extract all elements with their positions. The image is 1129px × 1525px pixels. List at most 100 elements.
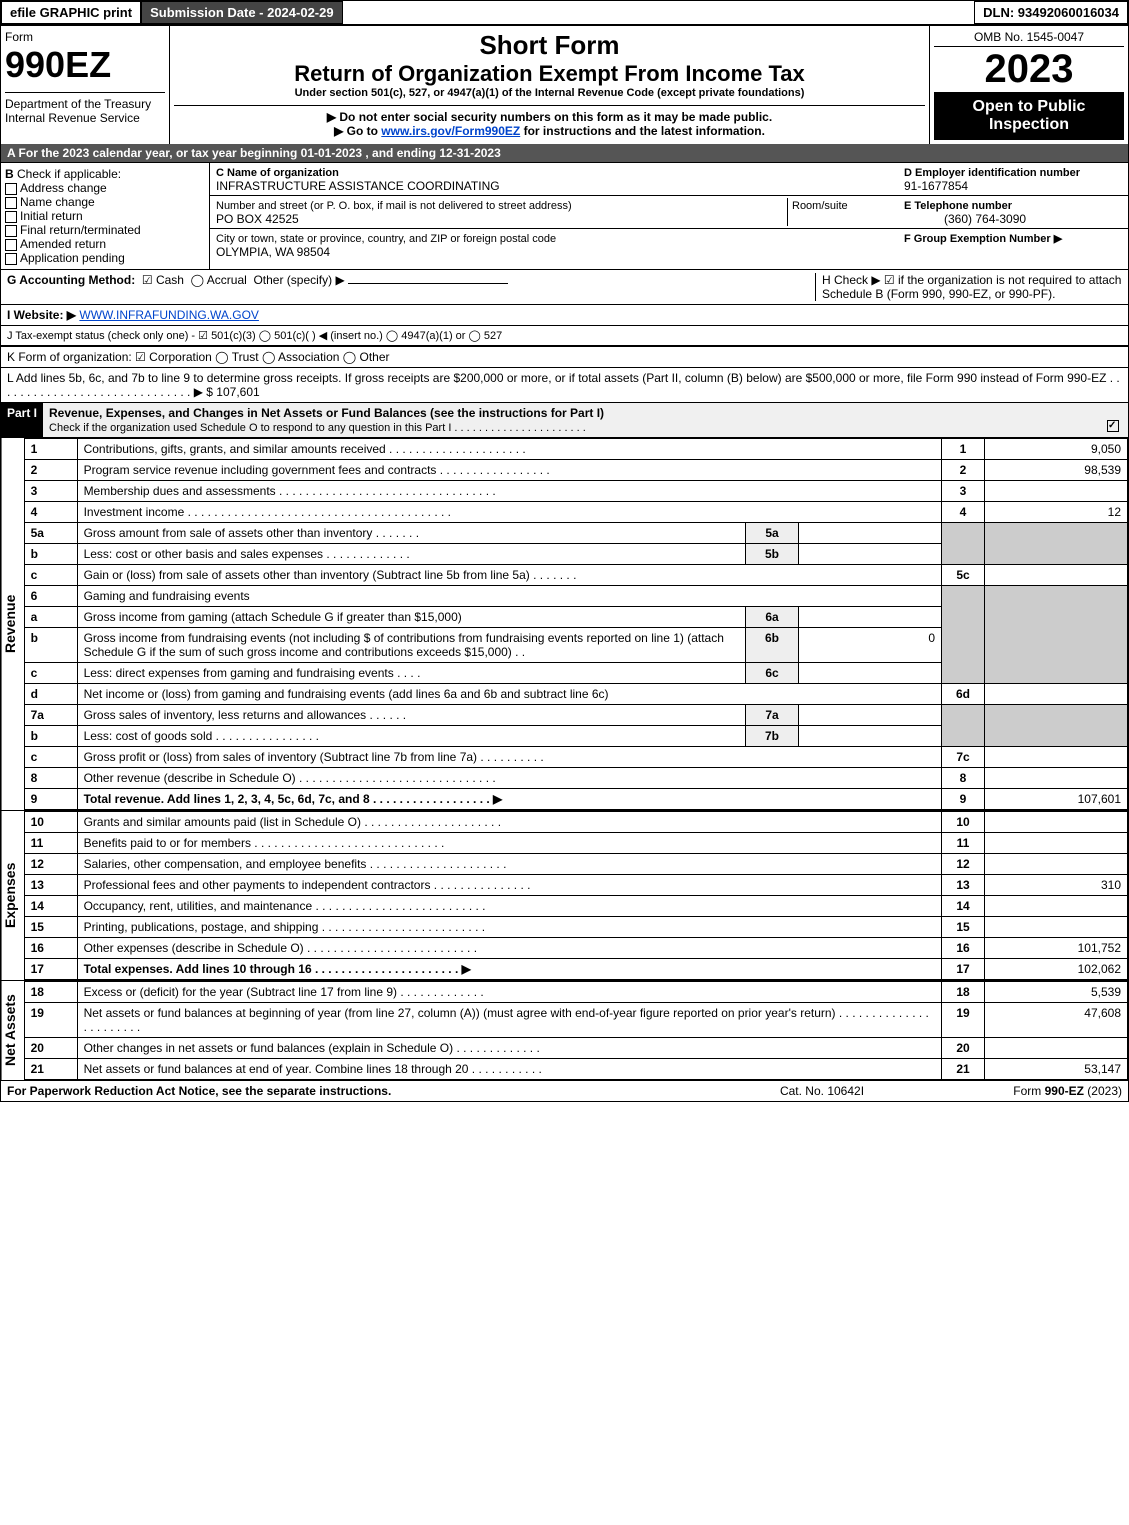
line-3: 3 Membership dues and assessments . . . … <box>24 481 1127 502</box>
line-5a: 5a Gross amount from sale of assets othe… <box>24 523 1127 544</box>
checkbox-final-return[interactable] <box>5 225 17 237</box>
section-i: I Website: ▶ WWW.INFRAFUNDING.WA.GOV <box>1 304 1128 325</box>
line-14: 14 Occupancy, rent, utilities, and maint… <box>24 896 1127 917</box>
check-if-label: Check if applicable: <box>17 167 121 181</box>
form-footer-id: Form 990-EZ (2023) <box>922 1084 1122 1098</box>
checkbox-initial-return[interactable] <box>5 211 17 223</box>
street-label: Number and street (or P. O. box, if mail… <box>216 200 572 212</box>
phone-value: (360) 764-3090 <box>904 212 1026 226</box>
instructions-link-line: ▶ Go to www.irs.gov/Form990EZ for instru… <box>174 124 925 138</box>
i-website-label: I Website: ▶ <box>7 308 76 322</box>
part-1-subtitle: Check if the organization used Schedule … <box>49 422 586 434</box>
line-11: 11 Benefits paid to or for members . . .… <box>24 833 1127 854</box>
section-b-identity: B Check if applicable: Address change Na… <box>1 162 1128 269</box>
label-address-change: Address change <box>20 181 107 195</box>
line-2: 2 Program service revenue including gove… <box>24 460 1127 481</box>
line-4: 4 Investment income . . . . . . . . . . … <box>24 502 1127 523</box>
section-a-tax-year: A For the 2023 calendar year, or tax yea… <box>1 144 1128 162</box>
d-ein-label: D Employer identification number <box>904 167 1080 179</box>
line-20: 20 Other changes in net assets or fund b… <box>24 1038 1127 1059</box>
f-group-exemption-label: F Group Exemption Number ▶ <box>904 233 1062 245</box>
net-assets-vlabel: Net Assets <box>1 981 24 1080</box>
g-other-blank[interactable] <box>348 283 508 284</box>
section-g: G Accounting Method: ☑ Cash ◯ Accrual Ot… <box>7 273 815 301</box>
subtitle-code-section: Under section 501(c), 527, or 4947(a)(1)… <box>174 87 925 99</box>
line-1-code: 1 <box>942 439 985 460</box>
line-1-text: Contributions, gifts, grants, and simila… <box>77 439 941 460</box>
label-app-pending: Application pending <box>20 251 125 265</box>
catalog-number: Cat. No. 10642I <box>722 1084 922 1098</box>
city-value: OLYMPIA, WA 98504 <box>216 245 330 259</box>
line-15: 15 Printing, publications, postage, and … <box>24 917 1127 938</box>
title-return-exempt: Return of Organization Exempt From Incom… <box>174 61 925 87</box>
line-19: 19 Net assets or fund balances at beginn… <box>24 1003 1127 1038</box>
line-9: 9 Total revenue. Add lines 1, 2, 3, 4, 5… <box>24 789 1127 810</box>
section-g-h: G Accounting Method: ☑ Cash ◯ Accrual Ot… <box>1 269 1128 304</box>
website-link[interactable]: WWW.INFRAFUNDING.WA.GOV <box>79 308 259 322</box>
checkbox-address-change[interactable] <box>5 183 17 195</box>
section-k: K Form of organization: ☑ Corporation ◯ … <box>1 345 1128 367</box>
page-footer: For Paperwork Reduction Act Notice, see … <box>1 1080 1128 1101</box>
checkbox-name-change[interactable] <box>5 197 17 209</box>
expenses-table: 10 Grants and similar amounts paid (list… <box>24 811 1128 980</box>
city-label: City or town, state or province, country… <box>216 233 556 245</box>
paperwork-notice: For Paperwork Reduction Act Notice, see … <box>7 1084 722 1098</box>
g-label: G Accounting Method: <box>7 273 135 287</box>
title-short-form: Short Form <box>174 30 925 61</box>
b-label: B <box>5 167 14 181</box>
line-16: 16 Other expenses (describe in Schedule … <box>24 938 1127 959</box>
line-1: 1 Contributions, gifts, grants, and simi… <box>24 439 1127 460</box>
check-if-applicable: B Check if applicable: Address change Na… <box>1 163 210 269</box>
revenue-vlabel: Revenue <box>1 438 24 810</box>
irs-link[interactable]: www.irs.gov/Form990EZ <box>381 124 520 138</box>
l-amount: 107,601 <box>216 385 259 399</box>
revenue-section: Revenue 1 Contributions, gifts, grants, … <box>1 437 1128 810</box>
line-6d: d Net income or (loss) from gaming and f… <box>24 684 1127 705</box>
expenses-vlabel: Expenses <box>1 811 24 980</box>
label-name-change: Name change <box>20 195 95 209</box>
line-10: 10 Grants and similar amounts paid (list… <box>24 812 1127 833</box>
net-assets-table: 18 Excess or (deficit) for the year (Sub… <box>24 981 1128 1080</box>
label-final-return: Final return/terminated <box>20 223 141 237</box>
line-1-num: 1 <box>24 439 77 460</box>
label-amended: Amended return <box>20 237 106 251</box>
dln-label: DLN: 93492060016034 <box>974 1 1128 24</box>
revenue-table: 1 Contributions, gifts, grants, and simi… <box>24 438 1128 810</box>
header-left: Form 990EZ Department of the Treasury In… <box>1 26 170 144</box>
c-name-label: C Name of organization <box>216 167 339 179</box>
header-center: Short Form Return of Organization Exempt… <box>170 26 930 144</box>
org-info: C Name of organization INFRASTRUCTURE AS… <box>210 163 898 269</box>
street-value: PO BOX 42525 <box>216 212 299 226</box>
efile-print-button[interactable]: efile GRAPHIC print <box>1 1 141 24</box>
checkbox-amended[interactable] <box>5 239 17 251</box>
label-initial-return: Initial return <box>20 209 83 223</box>
g-cash: Cash <box>156 273 184 287</box>
form-number: 990EZ <box>5 44 165 86</box>
part-1-title: Revenue, Expenses, and Changes in Net As… <box>49 406 604 420</box>
omb-number: OMB No. 1545-0047 <box>934 30 1124 47</box>
line-5c: c Gain or (loss) from sale of assets oth… <box>24 565 1127 586</box>
line-13: 13 Professional fees and other payments … <box>24 875 1127 896</box>
line-17: 17 Total expenses. Add lines 10 through … <box>24 959 1127 980</box>
line-21: 21 Net assets or fund balances at end of… <box>24 1059 1127 1080</box>
section-h: H Check ▶ ☑ if the organization is not r… <box>815 273 1122 301</box>
room-label: Room/suite <box>792 200 848 212</box>
line-6: 6 Gaming and fundraising events <box>24 586 1127 607</box>
part-1-title-wrap: Revenue, Expenses, and Changes in Net As… <box>43 403 1128 437</box>
form-word: Form <box>5 30 165 44</box>
submission-date-label: Submission Date - 2024-02-29 <box>141 1 343 24</box>
tax-year: 2023 <box>934 47 1124 92</box>
schedule-o-checkbox[interactable] <box>1107 420 1119 432</box>
line-7c: c Gross profit or (loss) from sales of i… <box>24 747 1127 768</box>
section-l: L Add lines 5b, 6c, and 7b to line 9 to … <box>1 367 1128 402</box>
g-accrual: Accrual <box>207 273 247 287</box>
line-8: 8 Other revenue (describe in Schedule O)… <box>24 768 1127 789</box>
line-12: 12 Salaries, other compensation, and emp… <box>24 854 1127 875</box>
checkbox-app-pending[interactable] <box>5 253 17 265</box>
ssn-warning: ▶ Do not enter social security numbers o… <box>174 110 925 124</box>
form-990ez-page: efile GRAPHIC print Submission Date - 20… <box>0 0 1129 1102</box>
form-header: Form 990EZ Department of the Treasury In… <box>1 24 1128 144</box>
top-bar: efile GRAPHIC print Submission Date - 20… <box>1 1 1128 24</box>
part-1-label: Part I <box>1 403 43 437</box>
line-18: 18 Excess or (deficit) for the year (Sub… <box>24 982 1127 1003</box>
